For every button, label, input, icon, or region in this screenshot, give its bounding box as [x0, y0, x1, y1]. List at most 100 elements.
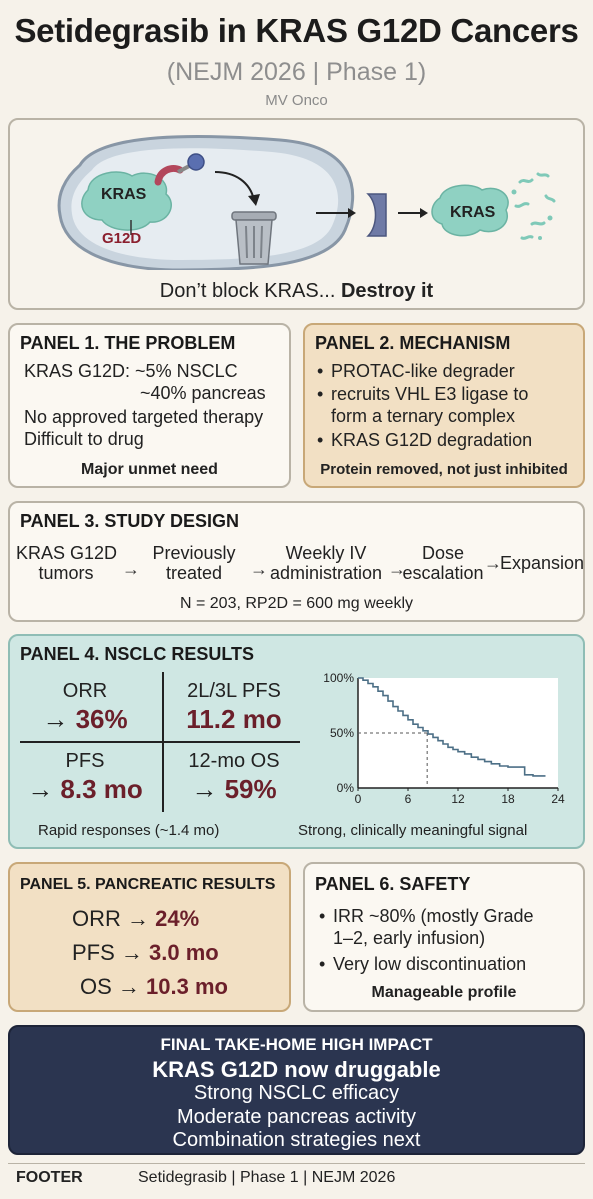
orr-label: ORR [62, 680, 108, 702]
y-tick-label: 100% [323, 671, 354, 685]
pfs-stat: → 8.3 mo [10, 774, 160, 805]
final-headline: KRAS G12D now druggable [152, 1057, 441, 1082]
author-label: MV Onco [265, 92, 328, 109]
safety-bullet-cont: 1–2, early infusion) [333, 928, 486, 948]
panel-title: PANEL 6. SAFETY [315, 874, 471, 894]
y-tick-label: 50% [330, 726, 354, 740]
problem-line: No approved targeted therapy [24, 407, 264, 427]
mechanism-bullet: recruits VHL E3 ligase to [317, 384, 528, 405]
panel-footer: Major unmet need [81, 461, 218, 478]
footer-text: Setidegrasib | Phase 1 | NEJM 2026 [138, 1169, 396, 1186]
footer-divider [8, 1163, 585, 1164]
arrow-icon: → [27, 774, 54, 804]
degraded-fragments-icon [514, 172, 556, 240]
final-takeaway: FINAL TAKE-HOME HIGH IMPACT KRAS G12D no… [8, 1025, 585, 1155]
x-tick-label: 24 [551, 792, 565, 806]
survival-curve [358, 677, 546, 777]
design-step-line: tumors [38, 563, 94, 583]
note-right: Strong, clinically meaningful signal [298, 822, 528, 839]
design-step-line: treated [165, 563, 223, 583]
design-step-line: Previously [152, 543, 236, 563]
hero-tagline: Don’t block KRAS... Destroy it [10, 280, 583, 303]
hero-panel: KRAS G12D KRAS Don’t block KRAS... Destr… [8, 118, 585, 310]
panc-orr-label: ORR → [72, 906, 156, 931]
mechanism-bullet-cont: form a ternary complex [331, 406, 516, 426]
design-step-line: administration [269, 563, 383, 583]
arrow-icon: → [388, 559, 406, 579]
arrow-icon: → [250, 559, 268, 579]
pfs23-label: 2L/3L PFS [187, 680, 281, 702]
arrow-icon: → [42, 704, 69, 734]
problem-line: ~40% pancreas [140, 383, 266, 403]
panel-safety: PANEL 6. SAFETY IRR ~80% (mostly Grade 1… [303, 862, 585, 1012]
problem-line: Difficult to drug [24, 429, 144, 449]
mechanism-bullet: PROTAC-like degrader [317, 361, 515, 382]
tagline-bold: Destroy it [340, 280, 434, 302]
degrader-molecule-icon [154, 165, 184, 186]
final-title: FINAL TAKE-HOME HIGH IMPACT [160, 1035, 433, 1054]
note-left: Rapid responses (~1.4 mo) [38, 822, 220, 839]
g12d-label: G12D [102, 230, 142, 247]
arrow-icon: → [484, 553, 502, 573]
e3-ligase-icon [366, 193, 387, 237]
x-tick-label: 0 [355, 792, 362, 806]
footer-label: FOOTER [16, 1169, 83, 1186]
x-tick-label: 12 [451, 792, 465, 806]
panel-study-design: PANEL 3. STUDY DESIGN KRAS G12D tumors →… [8, 501, 585, 622]
kras-protein-icon [81, 171, 172, 231]
orr-value: 36% [75, 704, 128, 734]
design-step-line: Weekly IV [285, 543, 367, 563]
design-step: Weekly IV administration [264, 543, 388, 583]
design-step: KRAS G12D tumors [16, 543, 118, 583]
os12-label: 12-mo OS [188, 750, 280, 772]
panel-footer: Manageable profile [371, 984, 517, 1001]
panel-title: PANEL 4. NSCLC RESULTS [20, 644, 255, 664]
design-step: Previously treated [144, 543, 244, 583]
design-step-line: KRAS G12D [16, 543, 118, 563]
right-arrow-icon [316, 208, 356, 218]
panel-title: PANEL 2. MECHANISM [315, 333, 511, 353]
panc-os-label: OS → [80, 974, 147, 999]
panel-pancreatic-results: PANEL 5. PANCREATIC RESULTS ORR → 24% PF… [8, 862, 291, 1012]
trash-can-icon [231, 211, 277, 265]
right-arrow-icon [398, 208, 428, 218]
panc-orr: ORR → 24% [72, 906, 199, 932]
orr-stat: → 36% [10, 704, 160, 735]
x-tick-label: 18 [501, 792, 515, 806]
panel-problem: PANEL 1. THE PROBLEM KRAS G12D: ~5% NSCL… [8, 323, 291, 488]
pfs-value: 8.3 mo [60, 774, 143, 804]
panc-os-value: 10.3 mo [146, 974, 228, 999]
design-step: Dose escalation [402, 543, 484, 583]
hero-illustration [57, 134, 556, 270]
panel-footer: Protein removed, not just inhibited [320, 461, 568, 478]
panc-os: OS → 10.3 mo [80, 974, 228, 1000]
panel-nsclc-results: PANEL 4. NSCLC RESULTS ORR → 36% 2L/3L P… [8, 634, 585, 849]
panc-pfs-value: 3.0 mo [149, 940, 219, 965]
y-tick-label: 0% [337, 781, 355, 795]
os12-value: 59% [224, 774, 277, 804]
page-title: Setidegrasib in KRAS G12D Cancers [14, 12, 579, 49]
mechanism-bullet: KRAS G12D degradation [317, 430, 532, 451]
final-line: Moderate pancreas activity [176, 1106, 416, 1128]
safety-bullet: IRR ~80% (mostly Grade [319, 906, 534, 927]
design-step-line: Dose [421, 543, 465, 563]
x-tick-label: 6 [405, 792, 412, 806]
design-step: Expansion [500, 553, 585, 573]
design-footer: N = 203, RP2D = 600 mg weekly [179, 595, 413, 612]
final-line: Strong NSCLC efficacy [193, 1082, 400, 1104]
design-step-line: escalation [402, 563, 484, 583]
kras-fragment-label: KRAS [450, 204, 496, 221]
panc-pfs-label: PFS → [72, 940, 150, 965]
page-subtitle: (NEJM 2026 | Phase 1) [166, 58, 427, 86]
pfs23-value: 11.2 mo [186, 704, 282, 734]
grid-divider-horizontal [20, 741, 300, 743]
panel-title: PANEL 3. STUDY DESIGN [20, 511, 240, 531]
os12-stat: → 59% [164, 774, 304, 805]
kras-fragment-icon [431, 184, 509, 237]
pfs-label: PFS [65, 750, 105, 772]
panc-pfs: PFS → 3.0 mo [72, 940, 219, 966]
problem-line: KRAS G12D: ~5% NSCLC [24, 361, 238, 381]
kras-label: KRAS [101, 186, 147, 203]
survival-chart: 0% 50% 100% 0 6 12 18 24 [323, 671, 565, 806]
panel-mechanism: PANEL 2. MECHANISM PROTAC-like degrader … [303, 323, 585, 488]
